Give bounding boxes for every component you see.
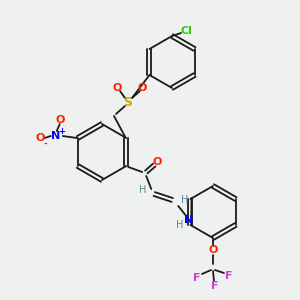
Text: O: O bbox=[112, 83, 122, 93]
Text: O: O bbox=[137, 83, 147, 93]
Text: F: F bbox=[211, 281, 219, 291]
Text: N: N bbox=[51, 131, 60, 141]
Text: O: O bbox=[35, 133, 44, 143]
Text: O: O bbox=[208, 245, 218, 255]
Text: O: O bbox=[55, 115, 64, 125]
Text: H: H bbox=[181, 195, 188, 205]
Text: Cl: Cl bbox=[180, 26, 192, 36]
Text: F: F bbox=[225, 271, 233, 281]
Text: F: F bbox=[193, 273, 201, 283]
Text: -: - bbox=[44, 140, 48, 148]
Text: N: N bbox=[184, 215, 193, 225]
Text: +: + bbox=[58, 127, 65, 136]
Text: H: H bbox=[139, 185, 146, 195]
Text: H: H bbox=[176, 220, 183, 230]
Text: S: S bbox=[124, 95, 133, 109]
Text: O: O bbox=[153, 157, 162, 167]
